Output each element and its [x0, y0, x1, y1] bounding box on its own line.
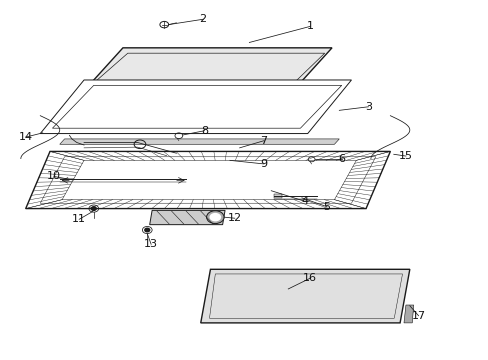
Bar: [273, 194, 282, 198]
Text: 10: 10: [47, 171, 61, 181]
Polygon shape: [40, 80, 351, 134]
Text: 1: 1: [306, 21, 313, 31]
Text: 6: 6: [338, 154, 345, 164]
Text: 9: 9: [260, 159, 267, 169]
Circle shape: [206, 211, 224, 224]
Text: 17: 17: [411, 311, 425, 321]
Text: 8: 8: [201, 126, 208, 136]
Circle shape: [91, 207, 96, 210]
Text: 14: 14: [19, 132, 33, 142]
Text: 16: 16: [303, 273, 317, 283]
Polygon shape: [149, 210, 224, 225]
Polygon shape: [26, 152, 389, 208]
Text: 15: 15: [398, 151, 412, 161]
Text: 5: 5: [323, 202, 330, 212]
Polygon shape: [74, 48, 331, 102]
Polygon shape: [60, 139, 339, 144]
Text: 4: 4: [301, 197, 308, 206]
Text: 11: 11: [72, 214, 86, 224]
Text: 2: 2: [199, 14, 206, 24]
Polygon shape: [201, 269, 409, 323]
Circle shape: [144, 228, 149, 232]
Text: 3: 3: [364, 102, 371, 112]
Text: 13: 13: [144, 239, 158, 249]
Circle shape: [209, 213, 221, 221]
Text: 7: 7: [260, 136, 267, 146]
Text: 12: 12: [227, 213, 242, 223]
Polygon shape: [62, 160, 356, 200]
Polygon shape: [403, 305, 413, 323]
